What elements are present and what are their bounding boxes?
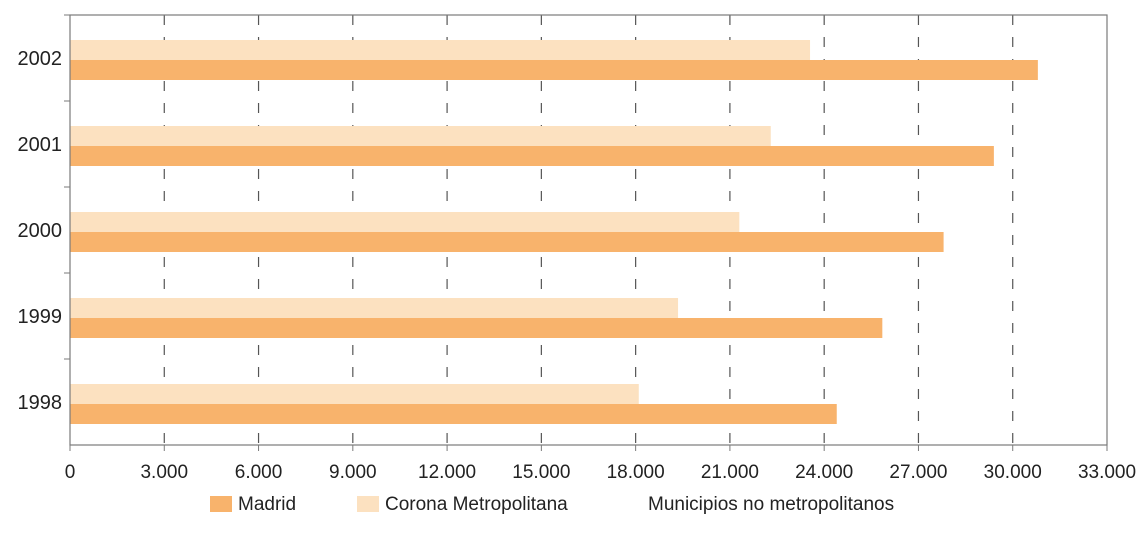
- legend-swatch-municipios-no-metropolitanos: [620, 496, 642, 512]
- y-tick-label-2002: 2002: [18, 48, 63, 70]
- bar-corona-metropolitana-1999: [70, 298, 679, 318]
- x-tick-label-6: 18.000: [607, 462, 665, 483]
- legend-label-corona-metropolitana: Corona Metropolitana: [385, 494, 568, 515]
- grid-lines: [163, 15, 1014, 445]
- bar-madrid-2000: [70, 232, 944, 252]
- bar-madrid-1999: [70, 318, 883, 338]
- x-tick-label-4: 12.000: [418, 462, 476, 483]
- bar-madrid-2001: [70, 146, 994, 166]
- x-tick-label-5: 15.000: [512, 462, 570, 483]
- legend-swatch-madrid: [210, 496, 232, 512]
- x-tick-label-10: 30.000: [984, 462, 1042, 483]
- bar-corona-metropolitana-1998: [70, 384, 639, 404]
- y-tick-label-2001: 2001: [18, 134, 63, 156]
- x-tick-label-8: 24.000: [795, 462, 853, 483]
- legend: Madrid Corona Metropolitana Municipios no …: [210, 494, 894, 515]
- x-tick-label-2: 6.000: [235, 462, 283, 483]
- bar-corona-metropolitana-2000: [70, 212, 740, 232]
- y-tick-label-2000: 2000: [18, 220, 63, 242]
- x-tick-label-0: 0: [65, 462, 76, 483]
- x-tick-label-7: 21.000: [701, 462, 759, 483]
- legend-swatch-corona-metropolitana: [357, 496, 379, 512]
- bars-group: [70, 40, 1038, 424]
- x-tick-label-3: 9.000: [329, 462, 377, 483]
- bar-corona-metropolitana-2002: [70, 40, 811, 60]
- tick-labels: 2002 2001 2000 1999 1998 0 3.000 6.000 9.000 12.0…: [18, 48, 1137, 483]
- x-tick-label-1: 3.000: [140, 462, 188, 483]
- x-tick-label-11: 33.000: [1078, 462, 1136, 483]
- bar-madrid-1998: [70, 404, 837, 424]
- plot-frame: [69, 14, 1108, 446]
- legend-label-municipios-no-metropolitanos: Municipios no metropolitanos: [648, 494, 894, 515]
- y-tick-label-1998: 1998: [18, 392, 63, 414]
- legend-label-madrid: Madrid: [238, 494, 296, 515]
- bar-madrid-2002: [70, 60, 1038, 80]
- y-tick-label-1999: 1999: [18, 306, 63, 328]
- bar-corona-metropolitana-2001: [70, 126, 771, 146]
- x-tick-label-9: 27.000: [889, 462, 947, 483]
- axes: [64, 14, 1108, 451]
